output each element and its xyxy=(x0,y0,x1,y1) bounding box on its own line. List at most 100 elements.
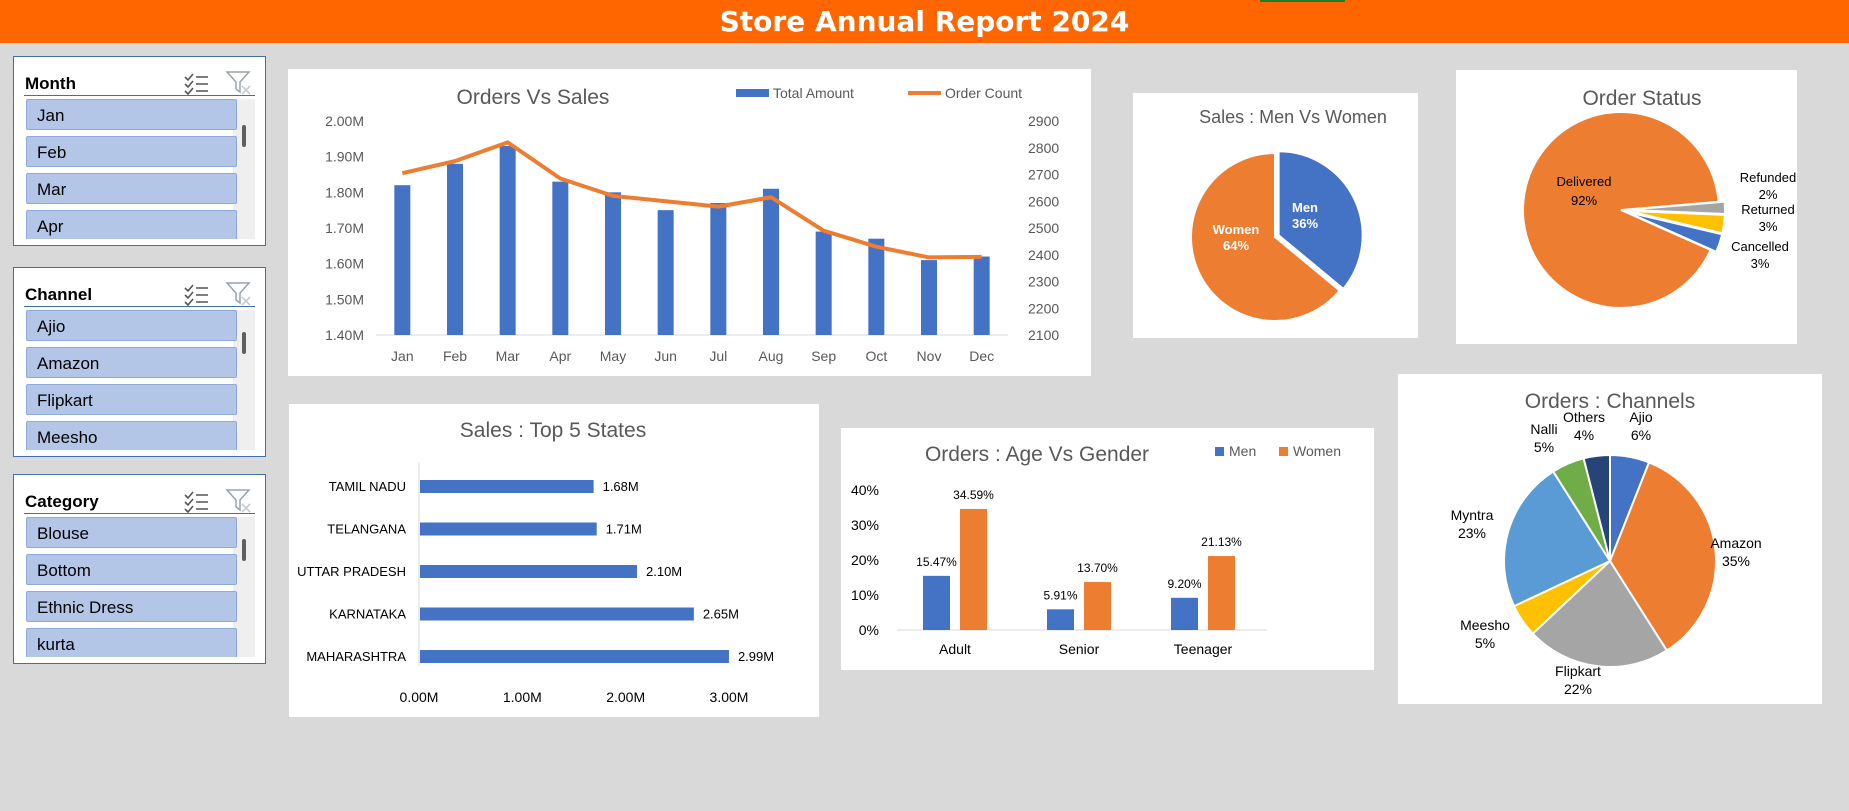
bar-total-amount-jun xyxy=(657,210,674,335)
slicer-item-blouse[interactable]: Blouse xyxy=(26,517,237,548)
y-tick-label: TAMIL NADU xyxy=(329,479,406,494)
y-tick-label: 0% xyxy=(859,622,879,638)
slicer-channel[interactable]: Channel Ajio Amazon Flipkart Meesho xyxy=(13,267,266,457)
bar-value-label: 2.99M xyxy=(738,649,774,664)
pie-pct-women: 64% xyxy=(1223,238,1249,253)
pie-slice-men xyxy=(1277,150,1364,291)
bar-value-label: 21.13% xyxy=(1201,535,1242,549)
bar-uttar-pradesh xyxy=(420,565,637,578)
pie-label-women: Women xyxy=(1213,222,1260,237)
slicer-category[interactable]: Category Blouse Bottom Ethnic Dress kurta xyxy=(13,474,266,664)
slicer-scroll-thumb[interactable] xyxy=(242,332,246,354)
slicer-item-bottom[interactable]: Bottom xyxy=(26,554,237,585)
multi-select-list-icon[interactable] xyxy=(183,71,209,95)
slicer-item-apr[interactable]: Apr xyxy=(26,210,237,239)
y-right-tick-label: 2400 xyxy=(1028,247,1059,263)
order-status-panel[interactable]: Order Status Delivered 92% Refunded 2% Return… xyxy=(1456,70,1797,344)
bar-total-amount-may xyxy=(605,192,621,335)
y-left-tick-label: 1.50M xyxy=(325,291,364,307)
slicer-item-feb[interactable]: Feb xyxy=(26,136,237,167)
bar-total-amount-dec xyxy=(973,256,990,335)
slicer-scrollbar[interactable] xyxy=(233,517,255,657)
orders-channels-panel[interactable]: Orders : Channels Ajio 6% Amazon 35% Flipkart… xyxy=(1398,374,1822,704)
bar-total-amount-sep xyxy=(815,231,832,335)
slicer-scrollbar[interactable] xyxy=(233,99,255,239)
pie-slice-delivered xyxy=(1522,111,1720,309)
slicer-item-ajio[interactable]: Ajio xyxy=(26,310,237,341)
pie-pct-refunded: 2% xyxy=(1759,187,1778,202)
slicer-scrollbar[interactable] xyxy=(233,310,255,450)
orders-age-vs-gender-chart: Orders : Age Vs Gender Men Women 40% 30% 20% 1… xyxy=(851,443,1341,657)
x-tick-label: 0.00M xyxy=(400,689,439,705)
slicer-item-kurta[interactable]: kurta xyxy=(26,628,237,657)
report-banner: Store Annual Report 2024 xyxy=(0,0,1849,43)
x-tick-label: Jan xyxy=(391,348,414,364)
y-right-tick-label: 2700 xyxy=(1028,167,1059,183)
bar-total-amount-aug xyxy=(763,188,779,335)
x-tick-label: Nov xyxy=(917,348,942,364)
bar-tamil-nadu xyxy=(420,480,594,493)
orders-age-vs-gender-panel[interactable]: Orders : Age Vs Gender Men Women 40% 30% 20% 1… xyxy=(841,428,1374,670)
y-right-tick-label: 2200 xyxy=(1028,300,1059,316)
y-left-tick-label: 1.90M xyxy=(325,149,364,165)
bar-value-label: 15.47% xyxy=(916,555,957,569)
slicer-item-meesho[interactable]: Meesho xyxy=(26,421,237,450)
multi-select-list-icon[interactable] xyxy=(183,282,209,306)
bar-value-label: 13.70% xyxy=(1077,561,1118,575)
y-tick-label: KARNATAKA xyxy=(329,607,406,622)
slicer-item-jan[interactable]: Jan xyxy=(26,99,237,130)
y-tick-label: 20% xyxy=(851,552,879,568)
slicer-scroll-thumb[interactable] xyxy=(242,125,246,147)
bar-women-adult xyxy=(960,508,987,630)
x-tick-label: 1.00M xyxy=(503,689,542,705)
pie-slice-cancelled xyxy=(1626,210,1724,254)
order-status-chart: Order Status Delivered 92% Refunded 2%Return… xyxy=(1522,87,1796,309)
sales-men-vs-women-panel[interactable]: Sales : Men Vs Women Men 36% Women 64% xyxy=(1133,93,1418,338)
y-right-tick-label: 2100 xyxy=(1028,327,1059,343)
slicer-item-mar[interactable]: Mar xyxy=(26,173,237,204)
pie-label-flipkart: Flipkart xyxy=(1555,663,1601,679)
chart-title: Sales : Men Vs Women xyxy=(1199,107,1387,127)
legend-label-total-amount: Total Amount xyxy=(773,85,854,101)
bar-value-label: 9.20% xyxy=(1167,577,1201,591)
slicer-item-amazon[interactable]: Amazon xyxy=(26,347,237,378)
y-right-tick-label: 2600 xyxy=(1028,193,1059,209)
slicer-scroll-thumb[interactable] xyxy=(242,539,246,561)
bar-total-amount-mar xyxy=(499,145,516,335)
bar-men-teenager xyxy=(1171,597,1198,630)
legend-swatch-total-amount xyxy=(736,89,769,97)
pie-pct-delivered: 92% xyxy=(1571,193,1597,208)
pie-pct-myntra: 23% xyxy=(1458,525,1486,541)
multi-select-list-icon[interactable] xyxy=(183,489,209,513)
x-tick-label: May xyxy=(600,348,626,364)
slicer-item-flipkart[interactable]: Flipkart xyxy=(26,384,237,415)
pie-label-meesho: Meesho xyxy=(1460,617,1510,633)
slicer-item-ethnic-dress[interactable]: Ethnic Dress xyxy=(26,591,237,622)
y-right-tick-label: 2500 xyxy=(1028,220,1059,236)
pie-label-ajio: Ajio xyxy=(1629,409,1653,425)
pie-label-others: Others xyxy=(1563,409,1605,425)
x-tick-label: 3.00M xyxy=(710,689,749,705)
bar-karnataka xyxy=(420,607,694,621)
pie-pct-ajio: 6% xyxy=(1631,427,1651,443)
legend-label-men: Men xyxy=(1229,443,1256,459)
bar-women-senior xyxy=(1084,582,1111,630)
orders-vs-sales-panel[interactable]: Orders Vs Sales Total Amount Order Count 2.… xyxy=(288,69,1091,376)
pie-slice-returned xyxy=(1626,209,1726,235)
clear-filter-icon[interactable] xyxy=(225,281,253,307)
legend-label-women: Women xyxy=(1293,443,1341,459)
bar-total-amount-feb xyxy=(447,163,463,335)
x-tick-label: Senior xyxy=(1059,641,1100,657)
legend-swatch-women xyxy=(1279,447,1288,456)
x-tick-label: Jul xyxy=(709,348,727,364)
clear-filter-icon[interactable] xyxy=(225,70,253,96)
y-left-tick-label: 1.60M xyxy=(325,256,364,272)
sales-top-5-states-panel[interactable]: Sales : Top 5 States TAMIL NADU 1.68M TELAN… xyxy=(289,404,819,717)
bar-men-adult xyxy=(923,575,950,630)
x-tick-label: Feb xyxy=(443,348,467,364)
chart-title: Orders Vs Sales xyxy=(457,86,610,109)
slicer-month[interactable]: Month Jan Feb Mar Apr xyxy=(13,56,266,246)
bar-women-teenager xyxy=(1208,556,1235,630)
clear-filter-icon[interactable] xyxy=(225,488,253,514)
bar-value-label: 1.71M xyxy=(606,522,642,537)
